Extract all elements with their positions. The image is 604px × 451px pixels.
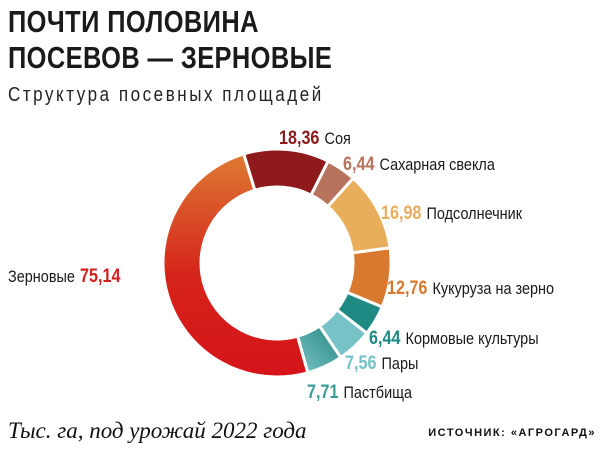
slice-label-0: 18,36 Соя (279, 128, 351, 150)
data-label: 16,98 (381, 203, 422, 224)
slice-label-6: 7,71 Пастбища (307, 382, 412, 404)
data-label: 6,44 (343, 154, 375, 175)
source: ИСТОЧНИК: «АГРОГАРД» (428, 427, 596, 439)
slice-label-2: 16,98 Подсолнечник (381, 203, 522, 225)
category-label: Пастбища (343, 383, 413, 402)
chart-title: ПОЧТИ ПОЛОВИНА ПОСЕВОВ — ЗЕРНОВЫЕ (8, 4, 332, 76)
chart-subtitle: Структура посевных площадей (8, 84, 324, 106)
slice-label-3: 12,76 Кукуруза на зерно (387, 278, 554, 300)
data-label: 7,71 (307, 382, 339, 403)
category-label: Кормовые культуры (405, 329, 539, 348)
data-label: 6,44 (369, 328, 401, 349)
footnote: Тыс. га, под урожай 2022 года (8, 418, 307, 443)
slice-label-1: 6,44 Сахарная свекла (343, 154, 495, 176)
category-label: Подсолнечник (426, 204, 523, 223)
category-label: Соя (324, 129, 351, 148)
title-line-1: ПОЧТИ ПОЛОВИНА (8, 4, 259, 39)
category-label: Кукуруза на зерно (432, 279, 555, 298)
category-label: Пары (381, 354, 419, 373)
slice-label-5: 7,56 Пары (345, 353, 418, 375)
slice-label-4: 6,44 Кормовые культуры (369, 328, 539, 350)
data-label: 75,14 (80, 266, 121, 287)
category-label: Сахарная свекла (379, 155, 495, 174)
data-label: 18,36 (279, 128, 320, 149)
slice-7 (161, 152, 310, 379)
data-label: 7,56 (345, 353, 377, 374)
category-label: Зерновые (8, 267, 75, 286)
data-label: 12,76 (387, 278, 428, 299)
title-line-2: ПОСЕВОВ — ЗЕРНОВЫЕ (8, 40, 333, 75)
slice-label-7: Зерновые 75,14 (8, 266, 120, 288)
